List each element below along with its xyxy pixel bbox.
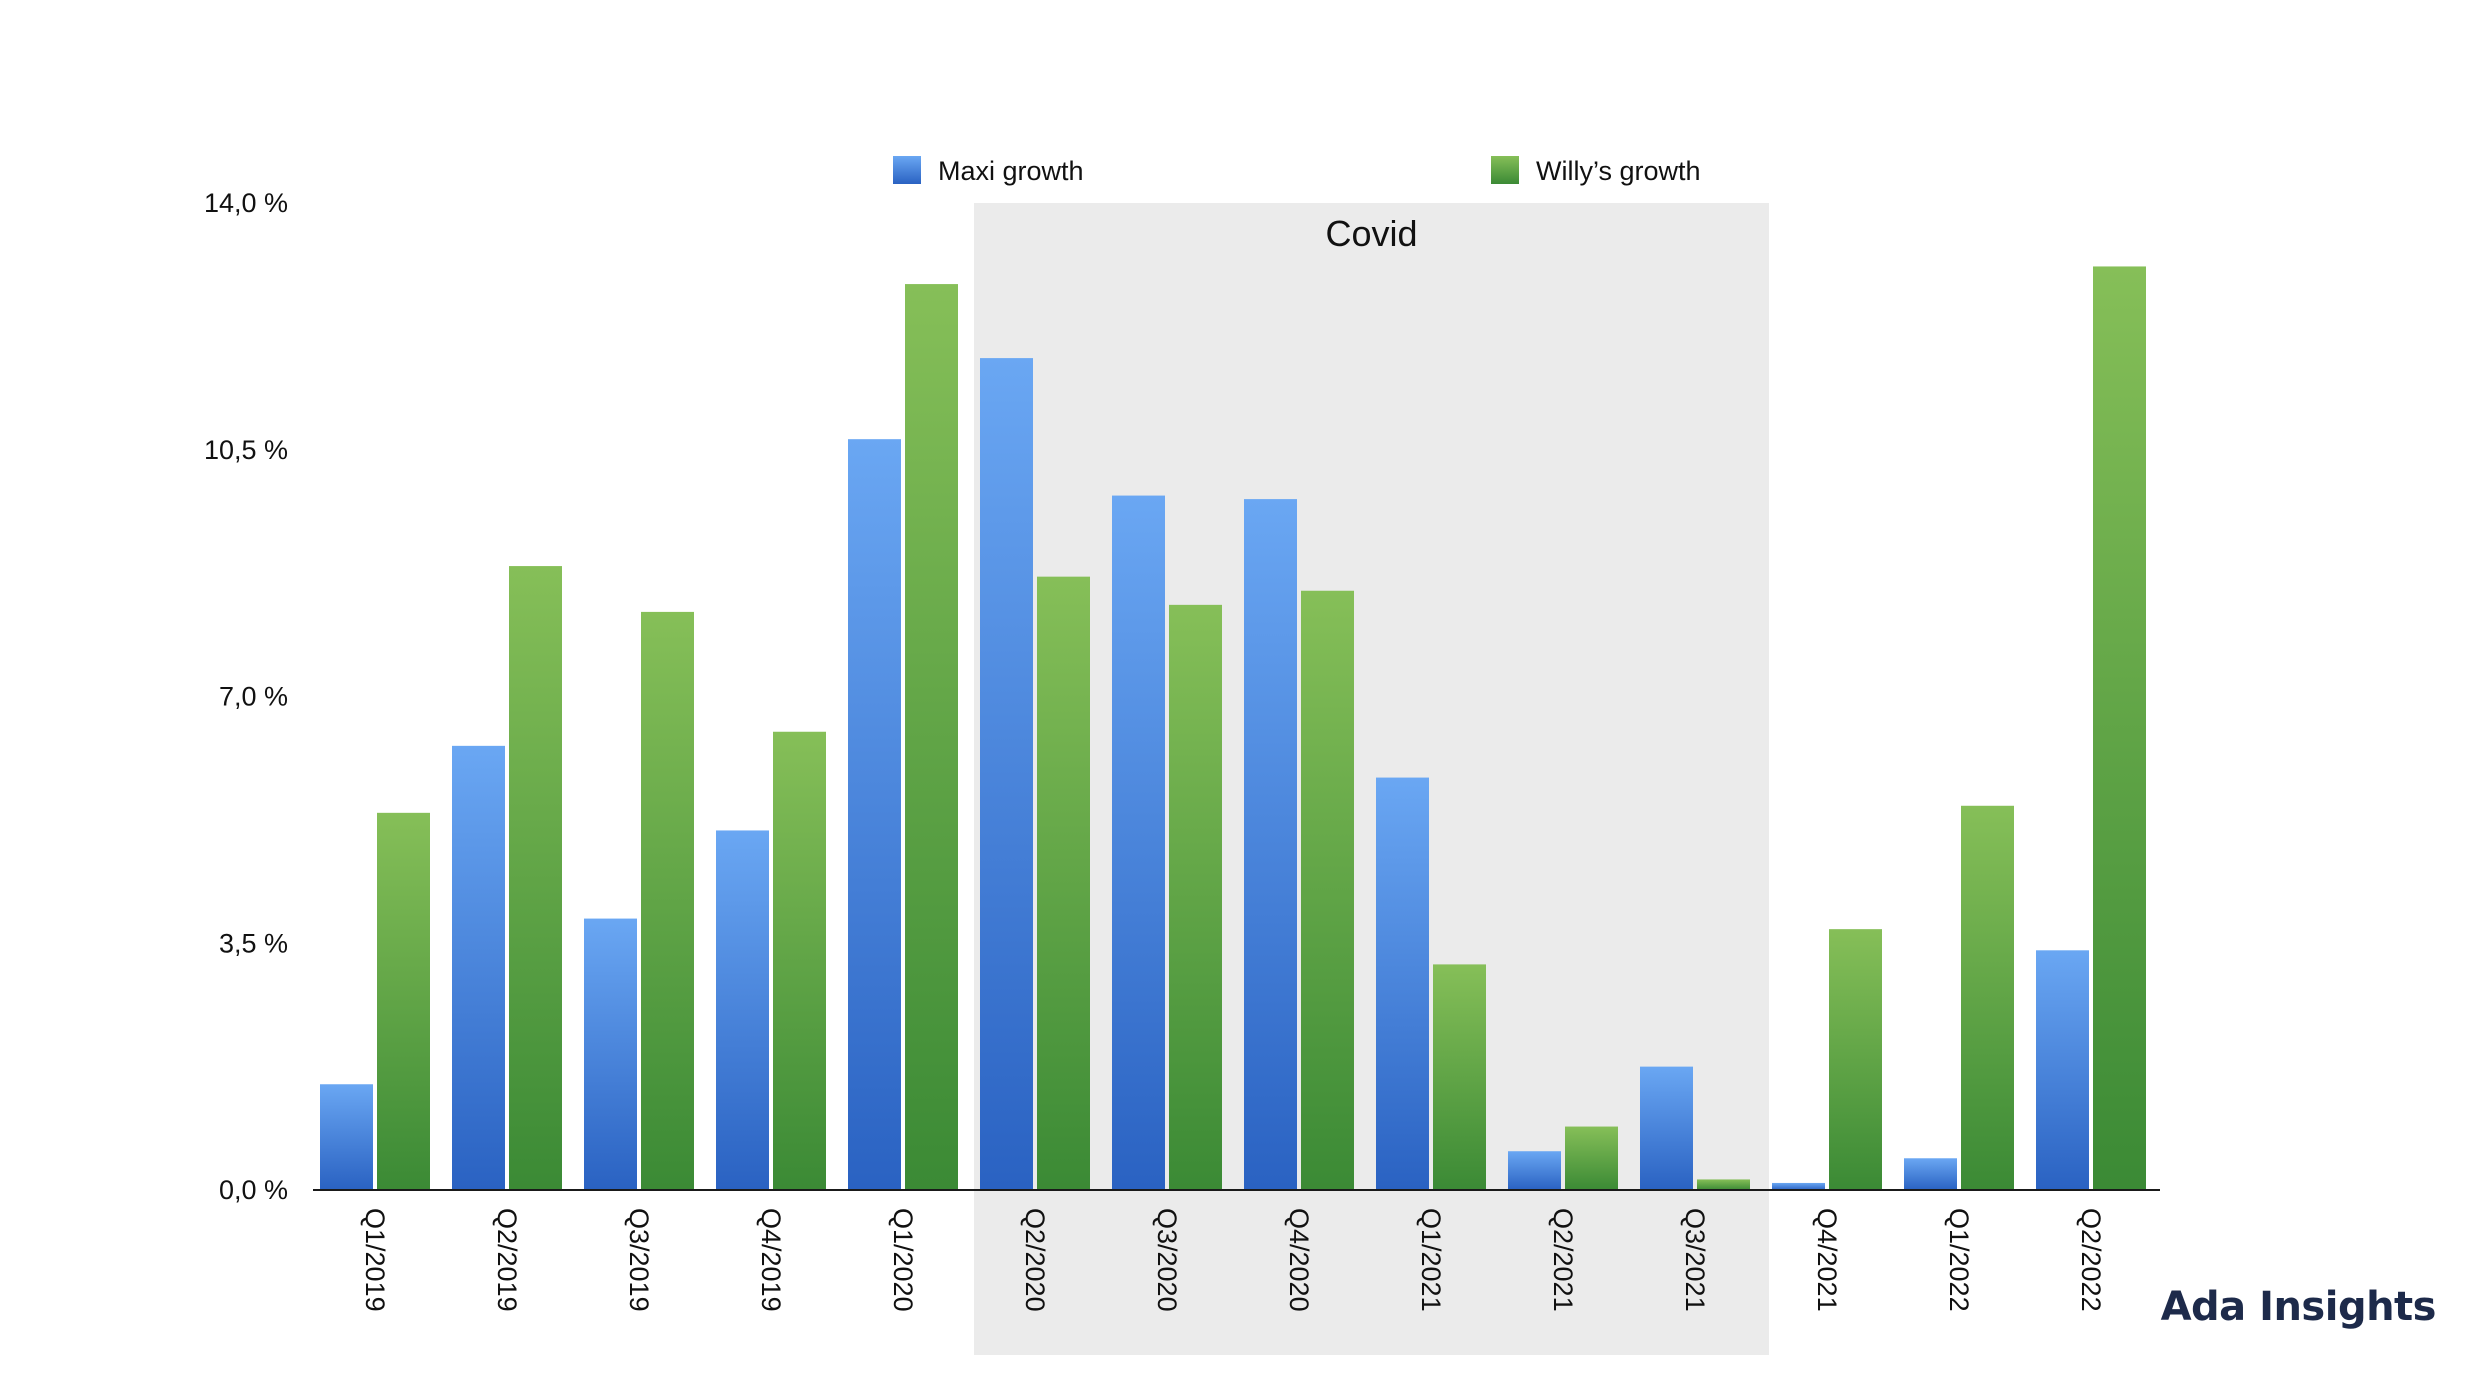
bar-willys-q4-2021 xyxy=(1829,929,1882,1190)
x-tick-label: Q2/2019 xyxy=(492,1208,522,1312)
x-tick-label: Q4/2021 xyxy=(1812,1208,1842,1312)
bar-maxi-q4-2020 xyxy=(1244,499,1297,1191)
x-tick-label: Q1/2020 xyxy=(888,1208,918,1312)
x-tick-label: Q2/2022 xyxy=(2076,1208,2106,1312)
bar-maxi-q2-2022 xyxy=(2036,950,2089,1190)
legend-swatch-maxi xyxy=(893,156,921,184)
bar-maxi-q4-2021 xyxy=(1772,1182,1825,1190)
bar-willys-q2-2020 xyxy=(1037,576,1090,1190)
x-tick-label: Q1/2019 xyxy=(360,1208,390,1312)
bar-maxi-q2-2020 xyxy=(980,358,1033,1191)
y-tick-label: 14,0 % xyxy=(204,188,288,218)
bar-maxi-q1-2021 xyxy=(1376,777,1429,1190)
bar-maxi-q1-2020 xyxy=(848,439,901,1190)
bar-willys-q1-2020 xyxy=(905,284,958,1190)
bar-maxi-q2-2021 xyxy=(1508,1151,1561,1190)
y-tick-label: 0,0 % xyxy=(219,1175,288,1205)
y-tick-label: 7,0 % xyxy=(219,682,288,712)
x-tick-label: Q2/2020 xyxy=(1020,1208,1050,1312)
y-tick-label: 3,5 % xyxy=(219,928,288,958)
x-tick-label: Q3/2021 xyxy=(1680,1208,1710,1312)
bar-willys-q1-2022 xyxy=(1961,805,2014,1190)
bar-maxi-q3-2021 xyxy=(1640,1066,1693,1190)
covid-label: Covid xyxy=(1325,213,1417,254)
bar-willys-q3-2020 xyxy=(1169,604,1222,1190)
x-tick-label: Q1/2021 xyxy=(1416,1208,1446,1312)
bar-willys-q2-2021 xyxy=(1565,1126,1618,1190)
bar-maxi-q3-2019 xyxy=(584,918,637,1190)
bar-maxi-q1-2022 xyxy=(1904,1158,1957,1190)
bar-willys-q4-2019 xyxy=(773,731,826,1190)
bar-willys-q1-2021 xyxy=(1433,964,1486,1190)
brand-logo: Ada Insights xyxy=(2160,1284,2437,1330)
bar-maxi-q1-2019 xyxy=(320,1084,373,1190)
x-tick-label: Q4/2020 xyxy=(1284,1208,1314,1312)
bar-maxi-q3-2020 xyxy=(1112,495,1165,1190)
bar-maxi-q4-2019 xyxy=(716,830,769,1190)
x-tick-label: Q2/2021 xyxy=(1548,1208,1578,1312)
legend-label-willys: Willy’s growth xyxy=(1536,156,1701,186)
bar-willys-q2-2022 xyxy=(2093,266,2146,1190)
bar-willys-q3-2019 xyxy=(641,611,694,1190)
bar-willys-q2-2019 xyxy=(509,566,562,1190)
x-tick-label: Q3/2020 xyxy=(1152,1208,1182,1312)
x-tick-label: Q3/2019 xyxy=(624,1208,654,1312)
covid-band xyxy=(974,203,1769,1355)
bar-willys-q4-2020 xyxy=(1301,590,1354,1190)
legend-label-maxi: Maxi growth xyxy=(938,156,1084,186)
bar-willys-q1-2019 xyxy=(377,812,430,1190)
x-tick-label: Q1/2022 xyxy=(1944,1208,1974,1312)
y-tick-label: 10,5 % xyxy=(204,435,288,465)
legend-swatch-willys xyxy=(1491,156,1519,184)
bar-willys-q3-2021 xyxy=(1697,1179,1750,1190)
x-tick-label: Q4/2019 xyxy=(756,1208,786,1312)
bar-maxi-q2-2019 xyxy=(452,745,505,1190)
